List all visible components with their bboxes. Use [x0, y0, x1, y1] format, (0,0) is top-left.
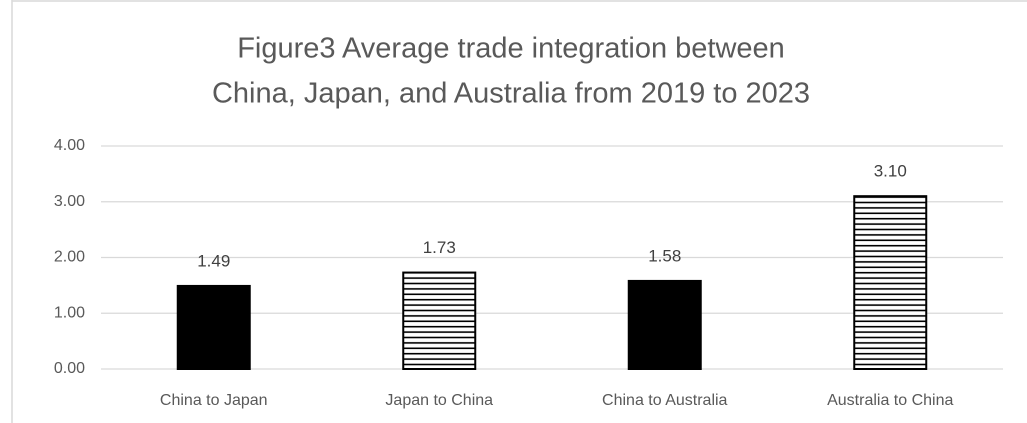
data-label: 1.58	[648, 246, 681, 265]
y-tick-label: 2.00	[54, 249, 85, 266]
bar	[176, 284, 251, 370]
bar	[853, 195, 928, 370]
x-tick-label: China to Japan	[160, 392, 268, 409]
data-label: 1.73	[423, 238, 456, 257]
y-tick-label: 3.00	[54, 193, 85, 210]
data-label: 1.49	[197, 251, 230, 270]
x-tick-label: Japan to China	[385, 392, 493, 409]
y-tick-label: 4.00	[54, 137, 85, 154]
x-tick-label: Australia to China	[827, 392, 953, 409]
bar	[627, 279, 702, 371]
x-tick-label: China to Australia	[602, 392, 728, 409]
chart-title: China, Japan, and Australia from 2019 to…	[212, 78, 810, 110]
chart-title: Figure3 Average trade integration betwee…	[237, 33, 785, 65]
y-tick-label: 1.00	[54, 304, 85, 321]
data-label: 3.10	[874, 162, 907, 181]
bar	[402, 271, 477, 370]
y-tick-label: 0.00	[54, 360, 85, 377]
